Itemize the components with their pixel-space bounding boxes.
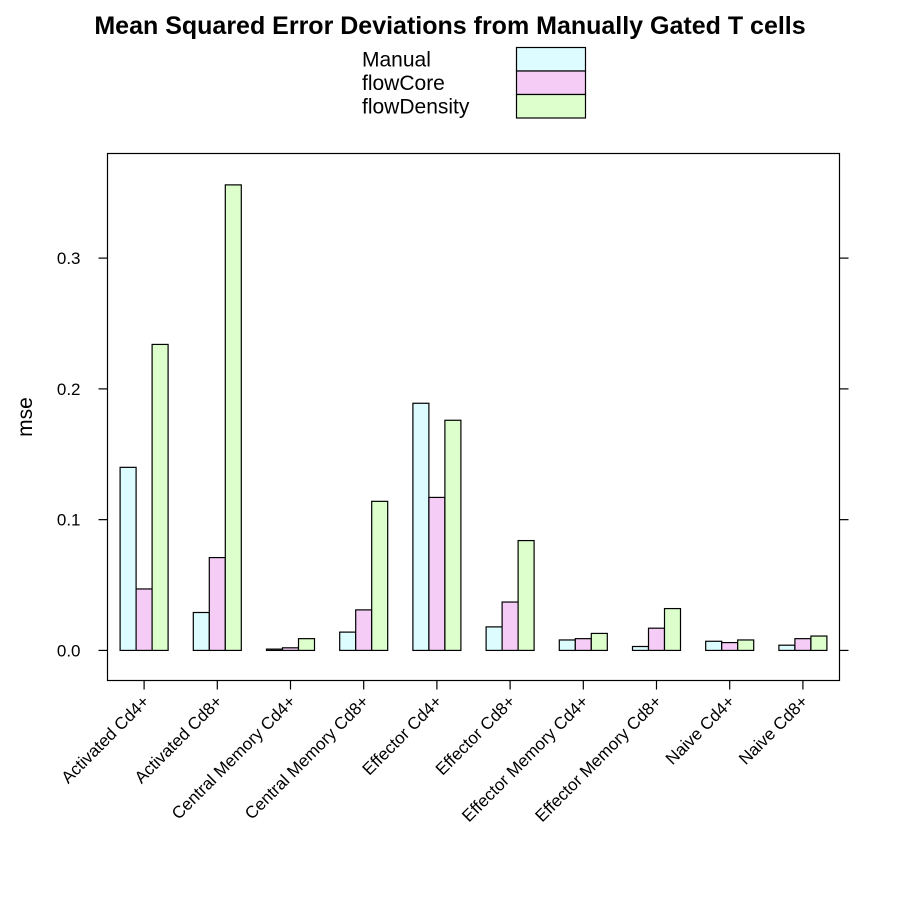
bar-manual-2 — [265, 648, 284, 652]
y-tick-label: 0.2 — [57, 380, 81, 399]
bar-flowcore-4 — [428, 496, 446, 652]
bar-flowcore-5 — [501, 601, 519, 652]
y-axis-label: mse — [14, 397, 37, 437]
legend-swatch-flowcore — [515, 70, 587, 96]
bar-flowcore-0 — [135, 588, 153, 652]
x-tick-label: Naive Cd8+ — [735, 692, 812, 769]
bar-flowdensity-6 — [590, 632, 608, 652]
x-tick-label: Effector Memory Cd4+ — [458, 692, 592, 826]
bar-flowcore-2 — [281, 647, 300, 652]
bar-flowcore-7 — [647, 627, 666, 652]
bar-flowdensity-5 — [517, 539, 535, 652]
legend-swatch-manual — [515, 46, 587, 72]
bar-flowdensity-9 — [810, 635, 828, 652]
y-tick-label: 0.1 — [57, 511, 81, 530]
bar-flowdensity-7 — [663, 607, 682, 652]
bar-flowcore-8 — [721, 641, 739, 652]
bar-flowdensity-4 — [444, 419, 462, 652]
bar-manual-7 — [631, 645, 650, 652]
plot-frame — [106, 152, 841, 682]
chart-title: Mean Squared Error Deviations from Manua… — [94, 12, 805, 40]
bar-manual-5 — [485, 626, 503, 652]
bar-manual-3 — [339, 631, 357, 652]
bar-manual-1 — [192, 611, 210, 652]
y-axis: 0.0 0.1 0.2 0.3 — [57, 249, 849, 660]
bar-flowdensity-8 — [737, 639, 755, 652]
legend-label-manual: Manual — [362, 49, 431, 72]
bar-flowdensity-1 — [224, 184, 242, 652]
bar-flowcore-3 — [355, 609, 373, 652]
bar-flowcore-6 — [574, 638, 592, 652]
bars — [119, 184, 828, 652]
x-tick-label: Effector Memory Cd8+ — [532, 692, 666, 826]
x-tick-label: Naive Cd4+ — [662, 692, 739, 769]
x-tick-label: Central Memory Cd4+ — [168, 692, 299, 823]
bar-manual-6 — [558, 639, 576, 652]
bar-manual-4 — [412, 402, 430, 652]
y-tick-label: 0.0 — [57, 641, 81, 660]
x-axis: Activated Cd4+Activated Cd8+Central Memo… — [58, 680, 812, 826]
bar-manual-8 — [705, 640, 723, 652]
bar-manual-0 — [119, 466, 137, 652]
legend-swatch-flowdensity — [515, 93, 587, 119]
y-tick-label: 0.3 — [57, 249, 81, 268]
bar-flowcore-1 — [208, 556, 226, 652]
bar-flowdensity-0 — [151, 343, 169, 652]
x-tick-label: Central Memory Cd8+ — [241, 692, 372, 823]
bar-flowcore-9 — [794, 638, 812, 652]
bar-manual-9 — [778, 644, 796, 652]
legend-label-flowdensity: flowDensity — [362, 96, 470, 119]
legend-label-flowcore: flowCore — [362, 72, 445, 95]
bar-flowdensity-3 — [371, 500, 389, 652]
bar-flowdensity-2 — [297, 638, 316, 652]
